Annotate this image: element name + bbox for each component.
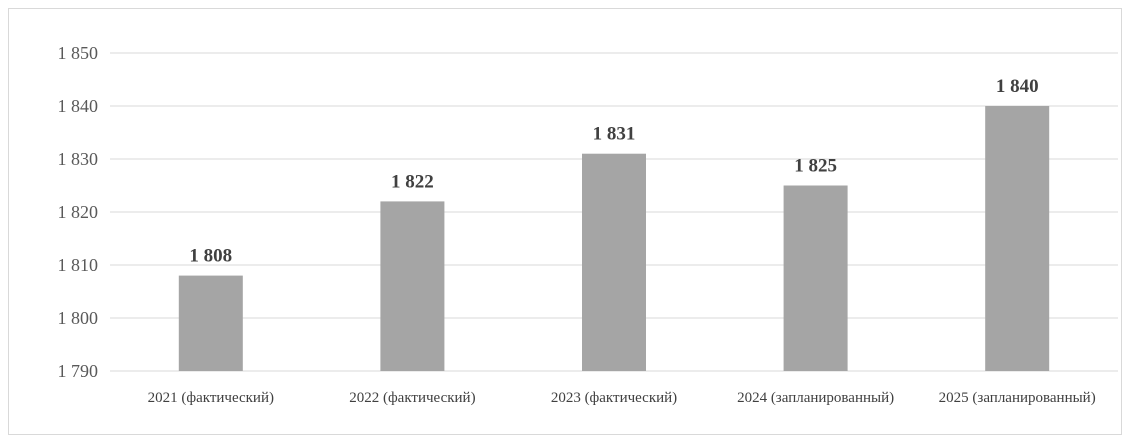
- y-axis: 1 790 1 800 1 810 1 820 1 830 1 840 1 850: [58, 43, 99, 381]
- x-tick-label: 2021 (фактический): [148, 390, 274, 406]
- x-tick-label: 2024 (запланированный): [737, 390, 894, 406]
- x-axis: 2021 (фактический) 2022 (фактический) 2023…: [148, 390, 1096, 406]
- data-label: 1 840: [996, 76, 1039, 97]
- x-tick-label: 2025 (запланированный): [939, 390, 1096, 406]
- bar: [380, 201, 445, 371]
- y-tick-label: 1 830: [58, 149, 99, 169]
- y-tick-label: 1 820: [58, 202, 99, 222]
- y-tick-label: 1 790: [58, 361, 99, 381]
- bar: [178, 275, 243, 371]
- bar: [582, 153, 646, 371]
- bars: [178, 106, 1050, 371]
- y-tick-label: 1 800: [58, 308, 99, 328]
- x-tick-label: 2023 (фактический): [551, 390, 677, 406]
- y-tick-label: 1 840: [58, 96, 99, 116]
- y-tick-label: 1 850: [58, 43, 99, 63]
- bar: [985, 106, 1050, 371]
- data-labels: 1 808 1 822 1 831 1 825 1 840: [189, 76, 1038, 267]
- data-label: 1 808: [189, 246, 232, 267]
- bar: [783, 185, 848, 371]
- data-label: 1 825: [794, 156, 837, 177]
- x-tick-label: 2022 (фактический): [349, 390, 475, 406]
- data-label: 1 831: [593, 124, 636, 145]
- data-label: 1 822: [391, 171, 434, 192]
- y-tick-label: 1 810: [58, 255, 99, 275]
